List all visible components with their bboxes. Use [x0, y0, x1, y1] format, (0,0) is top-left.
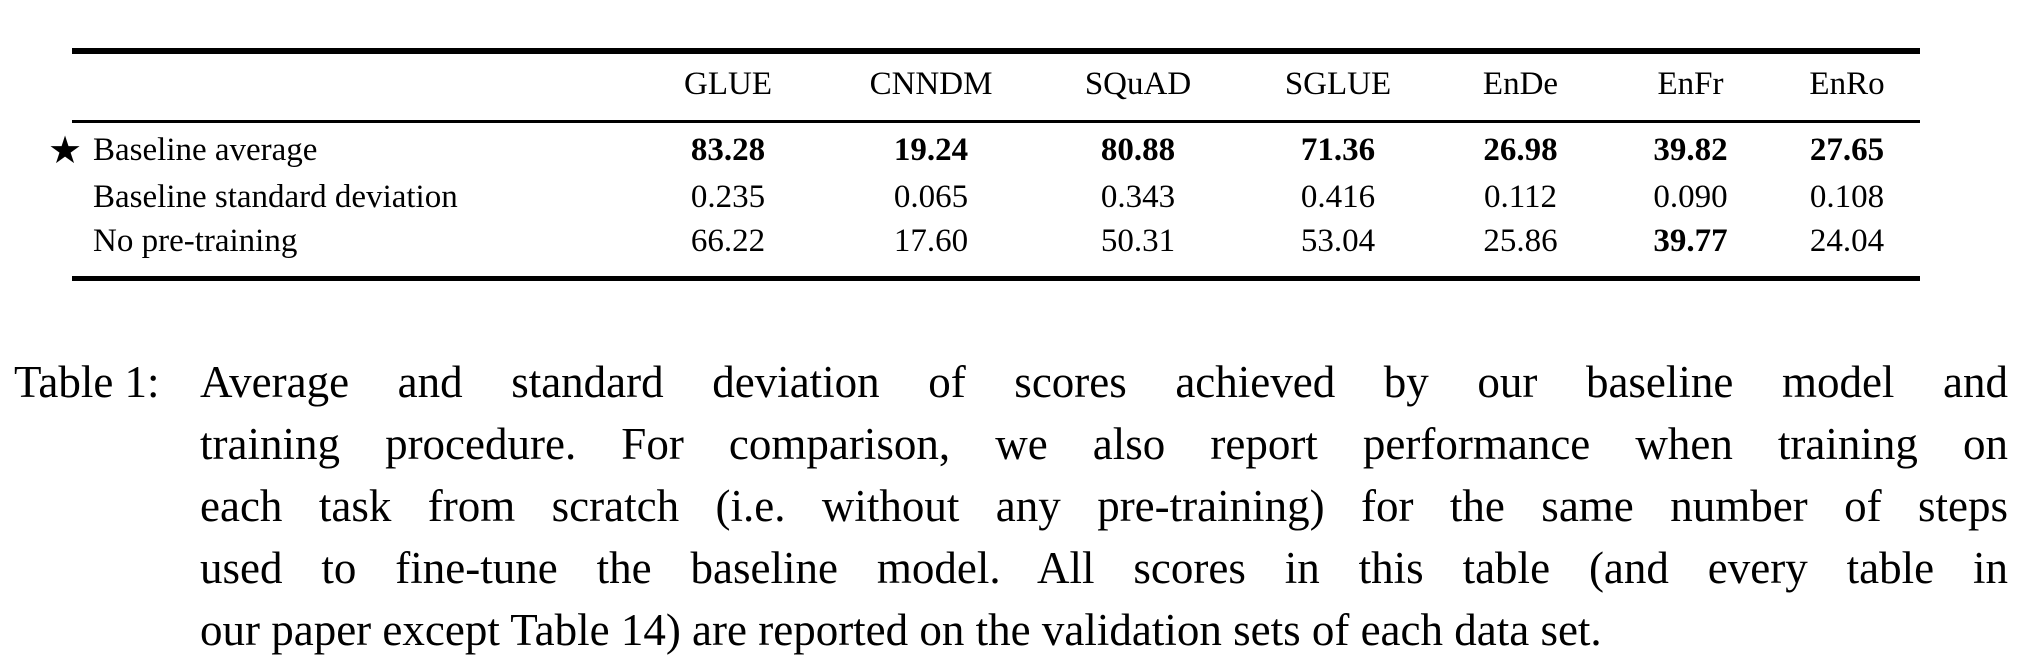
data-cell: 0.416 — [1300, 179, 1376, 215]
data-cell: 27.65 — [1809, 131, 1885, 168]
column-header-enro: EnRo — [1774, 51, 1920, 123]
data-cell: 0.090 — [1653, 179, 1728, 215]
column-header-sglue: SGLUE — [1242, 51, 1434, 123]
row-label: Baseline standard deviation — [72, 172, 628, 223]
caption-line: used to fine-tune the baseline model. Al… — [200, 543, 2008, 593]
row-label-text: No pre-training — [93, 223, 298, 259]
table-row-baseline-average: ★ Baseline average 83.28 19.24 80.88 71.… — [48, 121, 1920, 172]
caption-line: training procedure. For comparison, we a… — [200, 419, 2008, 469]
header-empty-cell — [72, 51, 628, 123]
column-header-ende: EnDe — [1434, 51, 1607, 123]
row-label: ★ Baseline average — [48, 121, 628, 172]
data-cell: 53.04 — [1300, 223, 1376, 259]
data-cell: 80.88 — [1100, 131, 1176, 168]
table-caption: Table 1: Average and standard deviation … — [14, 351, 2008, 661]
data-cell: 19.24 — [893, 131, 969, 168]
data-cell: 50.31 — [1100, 223, 1176, 259]
column-header-enfr: EnFr — [1607, 51, 1774, 123]
data-cell: 25.86 — [1483, 223, 1558, 259]
row-label-text: Baseline standard deviation — [93, 179, 458, 215]
table-row-baseline-stddev: Baseline standard deviation 0.235 0.065 … — [72, 172, 1920, 223]
star-icon: ★ — [48, 128, 83, 173]
data-cell: 71.36 — [1300, 131, 1376, 168]
caption-line: each task from scratch (i.e. without any… — [200, 481, 2008, 531]
data-cell: 26.98 — [1483, 131, 1558, 168]
header-row: GLUE CNNDM SQuAD SGLUE EnDe EnFr EnRo — [72, 51, 1920, 123]
row-label: No pre-training — [72, 223, 628, 279]
data-cell: 0.108 — [1809, 179, 1885, 215]
caption-label: Table 1: — [14, 357, 160, 407]
caption-line: our paper except Table 14) are reported … — [200, 605, 1602, 655]
data-cell: 39.77 — [1653, 223, 1728, 259]
data-cell: 0.235 — [690, 179, 766, 215]
data-cell: 17.60 — [893, 223, 969, 259]
results-table: GLUE CNNDM SQuAD SGLUE EnDe EnFr EnRo ★ … — [48, 48, 1920, 281]
caption-body: Average and standard deviation of scores… — [200, 351, 2008, 661]
results-table-container: GLUE CNNDM SQuAD SGLUE EnDe EnFr EnRo ★ … — [48, 48, 1920, 281]
column-header-cnndm: CNNDM — [828, 51, 1034, 123]
data-cell: 66.22 — [690, 223, 766, 259]
data-cell: 0.112 — [1483, 179, 1558, 215]
table-row-no-pretraining: No pre-training 66.22 17.60 50.31 53.04 … — [72, 223, 1920, 279]
data-cell: 0.065 — [893, 179, 969, 215]
column-header-squad: SQuAD — [1034, 51, 1242, 123]
data-cell: 24.04 — [1809, 223, 1885, 259]
data-cell: 83.28 — [690, 131, 766, 168]
row-label-text: Baseline average — [93, 131, 318, 168]
column-header-glue: GLUE — [628, 51, 828, 123]
data-cell: 39.82 — [1653, 131, 1728, 168]
data-cell: 0.343 — [1100, 179, 1176, 215]
caption-line: Average and standard deviation of scores… — [200, 357, 2008, 407]
